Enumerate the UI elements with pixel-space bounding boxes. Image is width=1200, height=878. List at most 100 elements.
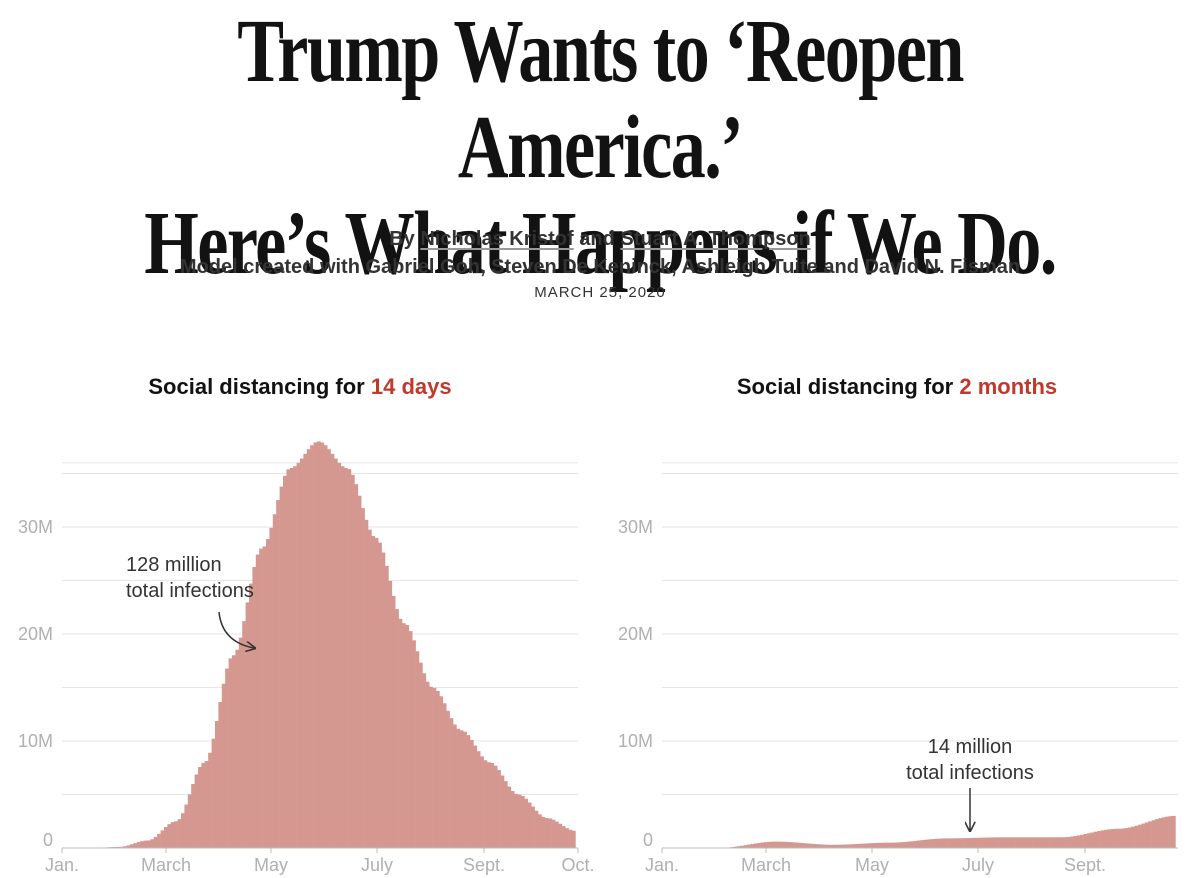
chart-2-title-prefix: Social distancing for [736, 374, 954, 399]
chart-2-bar [1100, 830, 1105, 848]
chart-2-annotation: 14 million total infections [906, 736, 1034, 830]
chart-2-bar [1042, 837, 1047, 848]
chart-2-bar [866, 843, 870, 848]
chart-1-bar [419, 662, 423, 848]
chart-2-bar [879, 842, 884, 848]
chart-1-bar [357, 495, 362, 848]
chart-1-bar [561, 826, 566, 848]
chart-1-bar [388, 580, 393, 848]
chart-1-bar [313, 442, 318, 848]
chart-2-bar [1063, 837, 1067, 848]
chart-1-bar [262, 546, 267, 848]
chart-1-bar [446, 710, 450, 848]
chart-1-title-prefix: Social distancing for [148, 374, 365, 399]
chart-2-bar [1104, 829, 1108, 848]
chart-1-bar [215, 721, 219, 848]
chart-1-bar [453, 724, 457, 848]
chart-1-bar [459, 730, 464, 848]
chart-1-bar [330, 453, 335, 848]
chart-1-x-tick-label: July [361, 855, 393, 875]
chart-1-bar [269, 527, 274, 848]
chart-1-bar [218, 702, 223, 848]
chart-2-title: Social distancing for 2 months [597, 372, 1197, 402]
chart-2-bar [978, 837, 982, 848]
chart-2-bar [988, 837, 993, 848]
chart-2-bar [961, 838, 965, 848]
chart-2-bar [1066, 836, 1071, 848]
chart-2-bar [1110, 828, 1115, 848]
chart-1-bar [279, 486, 284, 848]
chart-1-bar [337, 462, 342, 848]
chart-1-bar [442, 703, 447, 848]
chart-2-bar [900, 842, 904, 848]
chart-2-bar [869, 843, 874, 848]
chart-2-bar [937, 838, 942, 848]
chart-1-bar [143, 840, 148, 848]
chart-2-bar [971, 837, 976, 848]
chart-2-bar [781, 841, 785, 848]
chart-2-bar [913, 840, 918, 848]
chart-1-bar [483, 760, 488, 848]
chart-2-bar [1080, 834, 1084, 848]
chart-2-x-tick-label: July [962, 855, 994, 875]
chart-1-bar [381, 552, 386, 848]
chart-1-bar [150, 839, 155, 848]
chart-1-bar [153, 836, 158, 848]
chart-1-bar [405, 625, 410, 848]
chart-1-bar [429, 686, 433, 848]
chart-2-annotation-line-1: 14 million [928, 736, 1012, 758]
chart-2-bar [736, 846, 741, 848]
chart-1-bar [136, 842, 141, 848]
chart-2-bar [995, 837, 999, 848]
chart-1-bar [425, 681, 430, 848]
chart-2: Jan. March May July Sept. 0 10M 20M 30M [618, 462, 1178, 875]
chart-1-bar [476, 751, 481, 848]
chart-1: Jan. March May July Sept. Oct. 0 10M 20M 30M [18, 441, 595, 875]
chart-1-bar [198, 767, 202, 848]
chart-1-x-tick-label: Oct. [561, 855, 594, 875]
chart-1-bar [493, 765, 498, 848]
chart-1-bar [238, 637, 243, 848]
chart-1-bar [187, 794, 192, 848]
chart-2-bar [1093, 831, 1098, 848]
chart-2-bar [835, 844, 840, 848]
chart-1-bar [504, 781, 508, 848]
chart-1-bar [147, 840, 151, 848]
chart-1-bar [344, 467, 348, 848]
chart-1-bar [310, 445, 314, 848]
chart-2-bar [770, 841, 775, 848]
author-link-kristof[interactable]: Nicholas Kristof [420, 228, 574, 250]
chart-1-bar [123, 846, 127, 848]
chart-1-bar [531, 806, 535, 848]
chart-2-bar [1138, 824, 1142, 848]
chart-2-title-highlight: 2 months [959, 374, 1058, 399]
chart-2-bar [1019, 837, 1023, 848]
chart-1-bar [510, 791, 515, 848]
chart-2-bar [1039, 837, 1044, 848]
chart-2-bar [747, 844, 751, 848]
chart-2-bar [896, 842, 901, 848]
author-link-thompson[interactable]: Stuart A. Thompson [620, 228, 811, 250]
chart-1-x-tick-label: May [254, 855, 288, 875]
chart-2-bar [1168, 816, 1173, 848]
chart-1-x-tick-label: March [141, 855, 191, 875]
headline: Trump Wants to ‘Reopen America.’ Here’s … [132, 4, 1068, 292]
chart-2-bar [944, 838, 948, 848]
chart-1-bar [340, 466, 345, 848]
chart-1-bar [374, 537, 379, 848]
chart-1-bar [296, 462, 301, 848]
chart-2-bar [1107, 829, 1112, 848]
chart-1-bar [517, 794, 522, 848]
chart-1-bar [473, 745, 478, 848]
chart-2-bar [1158, 818, 1163, 848]
chart-1-bar [538, 814, 542, 848]
chart-1-bar [436, 690, 440, 848]
chart-2-x-tick-label: Jan. [645, 855, 679, 875]
chart-1-bar [289, 467, 294, 848]
chart-2-bar [743, 845, 748, 848]
chart-2-bar [1165, 816, 1169, 848]
chart-1-bar [133, 843, 138, 848]
chart-1-title-highlight: 14 days [370, 374, 452, 399]
chart-1-x-tick-label: Jan. [45, 855, 79, 875]
chart-2-bar [910, 841, 914, 848]
